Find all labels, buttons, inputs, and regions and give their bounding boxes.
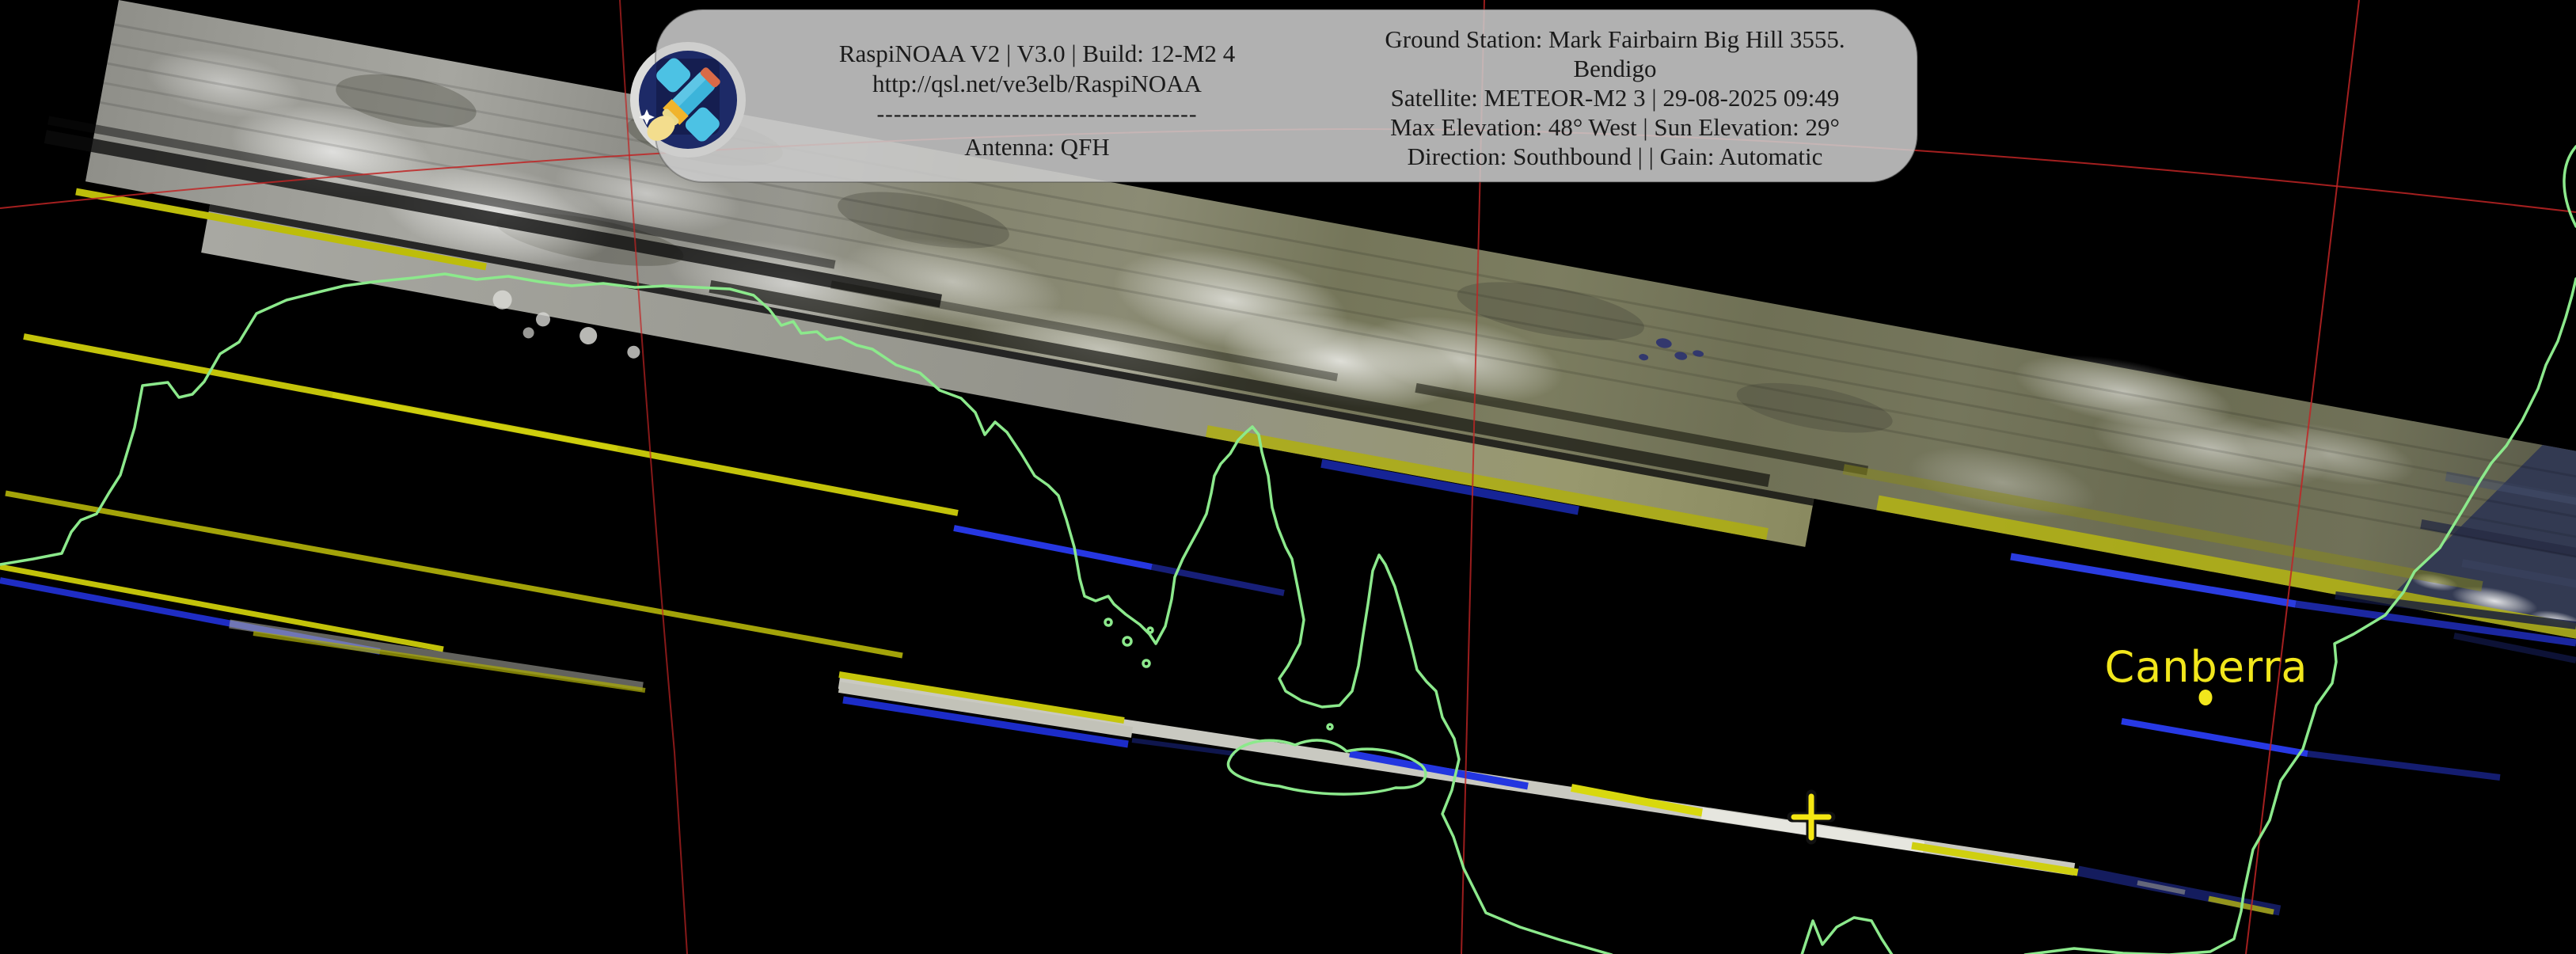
streak-blue-right [2010, 553, 2576, 781]
streak-blue-left [953, 525, 1153, 570]
banner-right-column: Ground Station: Mark Fairbairn Big Hill … [1385, 25, 1845, 170]
banner-satellite-datetime: Satellite: METEOR-M2 3 | 29-08-2025 09:4… [1391, 84, 1840, 112]
sparkle-icon [639, 109, 655, 125]
swath-lower-extension [201, 204, 1814, 547]
noise-streaks [0, 188, 2576, 916]
raspinoaa-logo [639, 51, 737, 149]
city-label-canberra: Canberra [2104, 642, 2308, 692]
coastline-mainland [0, 272, 1613, 954]
lake-spots [1639, 338, 1704, 361]
ground-station-cross-marker [1787, 789, 1836, 845]
banner-elevations: Max Elevation: 48° West | Sun Elevation:… [1390, 113, 1840, 141]
graticule-line-meridian-east [2245, 0, 2360, 954]
coastline-islets [1104, 618, 1334, 731]
banner-url: http://qsl.net/ve3elb/RaspiNOAA [872, 70, 1202, 97]
cloud-texture [146, 49, 2576, 631]
coastline-kangaroo-island [1226, 739, 1427, 796]
city-marker-dot [2198, 690, 2213, 705]
banner-ground-station-city: Bendigo [1573, 55, 1656, 82]
banner-app-version: RaspiNOAA V2 | V3.0 | Build: 12-M2 4 [839, 40, 1236, 67]
coastline-inlet-right-edge [2563, 145, 2576, 228]
banner-direction-gain: Direction: Southbound | | Gain: Automati… [1408, 143, 1823, 170]
banner-antenna: Antenna: QFH [964, 133, 1109, 161]
graticule-line-meridian-west [619, 0, 688, 954]
streak-band-lower-left [0, 564, 646, 693]
streak-yellow-short [75, 188, 487, 271]
coastline-victoria [1800, 916, 1894, 954]
streak-yellow-long-2 [5, 490, 903, 659]
coastline-east-coast [2023, 277, 2576, 954]
info-banner: RaspiNOAA V2 | V3.0 | Build: 12-M2 4 htt… [630, 9, 1918, 183]
banner-ground-station: Ground Station: Mark Fairbairn Big Hill … [1385, 25, 1845, 53]
banner-separator: -------------------------------------- [877, 101, 1198, 127]
coastline-overlay [0, 145, 2576, 954]
banner-left-column: RaspiNOAA V2 | V3.0 | Build: 12-M2 4 htt… [839, 40, 1236, 161]
signal-dropout-bands [44, 116, 2576, 667]
